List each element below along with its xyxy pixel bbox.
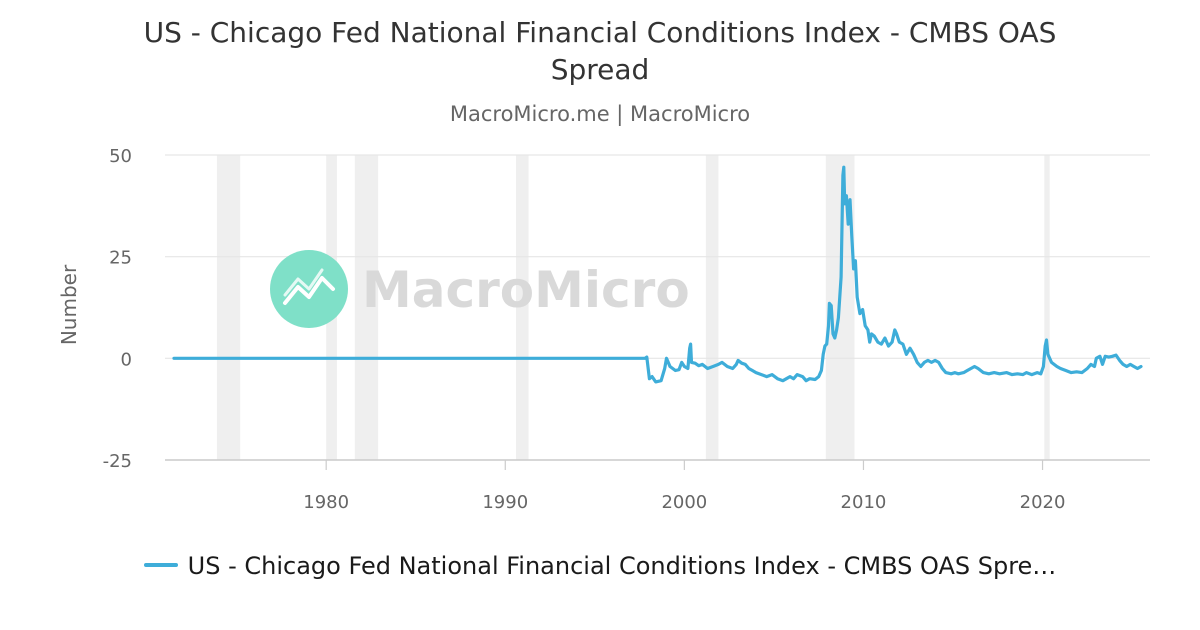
recession-band [354,155,379,460]
x-tick-label: 2000 [661,492,707,513]
x-tick-label: 1980 [303,492,349,513]
chart-subtitle: MacroMicro.me | MacroMicro [449,102,751,126]
legend-label: US - Chicago Fed National Financial Cond… [187,552,1057,580]
recession-band [216,155,241,460]
y-tick-label: 50 [109,146,132,167]
watermark: MacroMicro [270,250,690,328]
y-tick-label: 25 [109,248,132,269]
legend[interactable]: US - Chicago Fed National Financial Cond… [0,552,1200,580]
x-axis-ticks: 1980 1990 2000 2010 2020 [303,460,1065,513]
watermark-chart-icon [283,276,335,305]
watermark-chart-icon-secondary [283,268,324,297]
x-tick-label: 1990 [482,492,528,513]
y-axis-title: Number [57,264,81,345]
watermark-text: MacroMicro [362,261,690,319]
legend-line-icon [143,563,178,567]
x-tick-label: 2010 [841,492,887,513]
series-line [172,165,1143,384]
recession-band [705,155,719,460]
y-axis-ticks: 50 25 0 -25 [103,146,132,472]
y-tick-label: -25 [103,451,132,472]
series-group [172,165,1143,384]
chart-title: US - Chicago Fed National Financial Cond… [143,16,1057,86]
recession-band [516,155,529,460]
x-tick-label: 2020 [1020,492,1066,513]
y-tick-label: 0 [121,349,132,370]
recession-band [1044,155,1050,460]
